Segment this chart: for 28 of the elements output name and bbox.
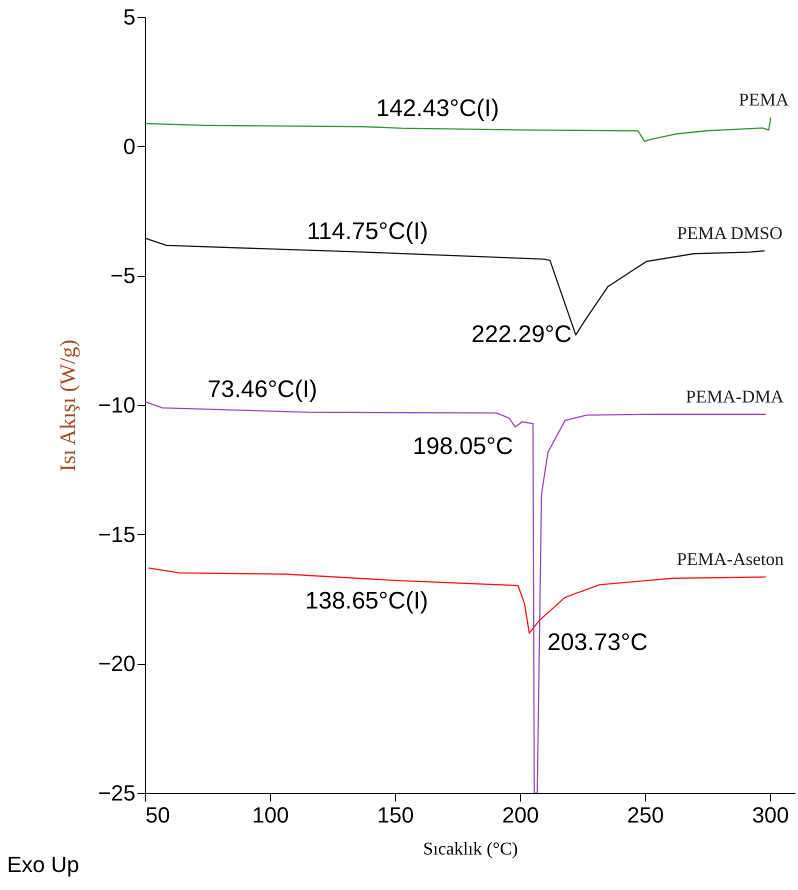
series-label: PEMA [738,89,789,110]
y-tick-label: −5 [110,263,136,288]
y-tick-label: −10 [98,392,136,418]
annotation: 73.46°C(I) [208,376,318,404]
annotation: 142.43°C(I) [376,94,500,122]
x-tick-label: 200 [502,802,539,828]
y-axis-title: Isı Akışı (W/g) [55,340,80,472]
x-tick-label: 50 [146,802,170,828]
line-series [148,567,766,634]
y-tick-label: −15 [98,522,136,547]
annotation: 114.75°C(I) [306,218,428,245]
y-tick-label: 5 [123,4,136,30]
annotation: 138.65°C(I) [305,588,428,615]
series-label: PEMA-DMA [686,386,784,406]
x-tick-label: 100 [252,802,289,828]
series-label: PEMA DMSO [676,222,782,243]
y-tick-label: 0 [123,134,136,159]
annotation: 198.05°C [412,432,514,460]
x-axis-title: Sıcaklık (°C) [423,838,518,858]
annotation: 203.73°C [547,629,648,656]
text: Exo Up [7,852,80,877]
x-tick-label: 300 [752,802,789,828]
annotation: 222.29°C [471,320,572,348]
x-tick-label: 250 [627,802,664,828]
y-tick-label: −20 [98,651,136,676]
x-tick-label: 150 [377,802,414,828]
series-label: PEMA-Aseton [676,549,784,570]
y-tick-label: −25 [98,780,136,806]
